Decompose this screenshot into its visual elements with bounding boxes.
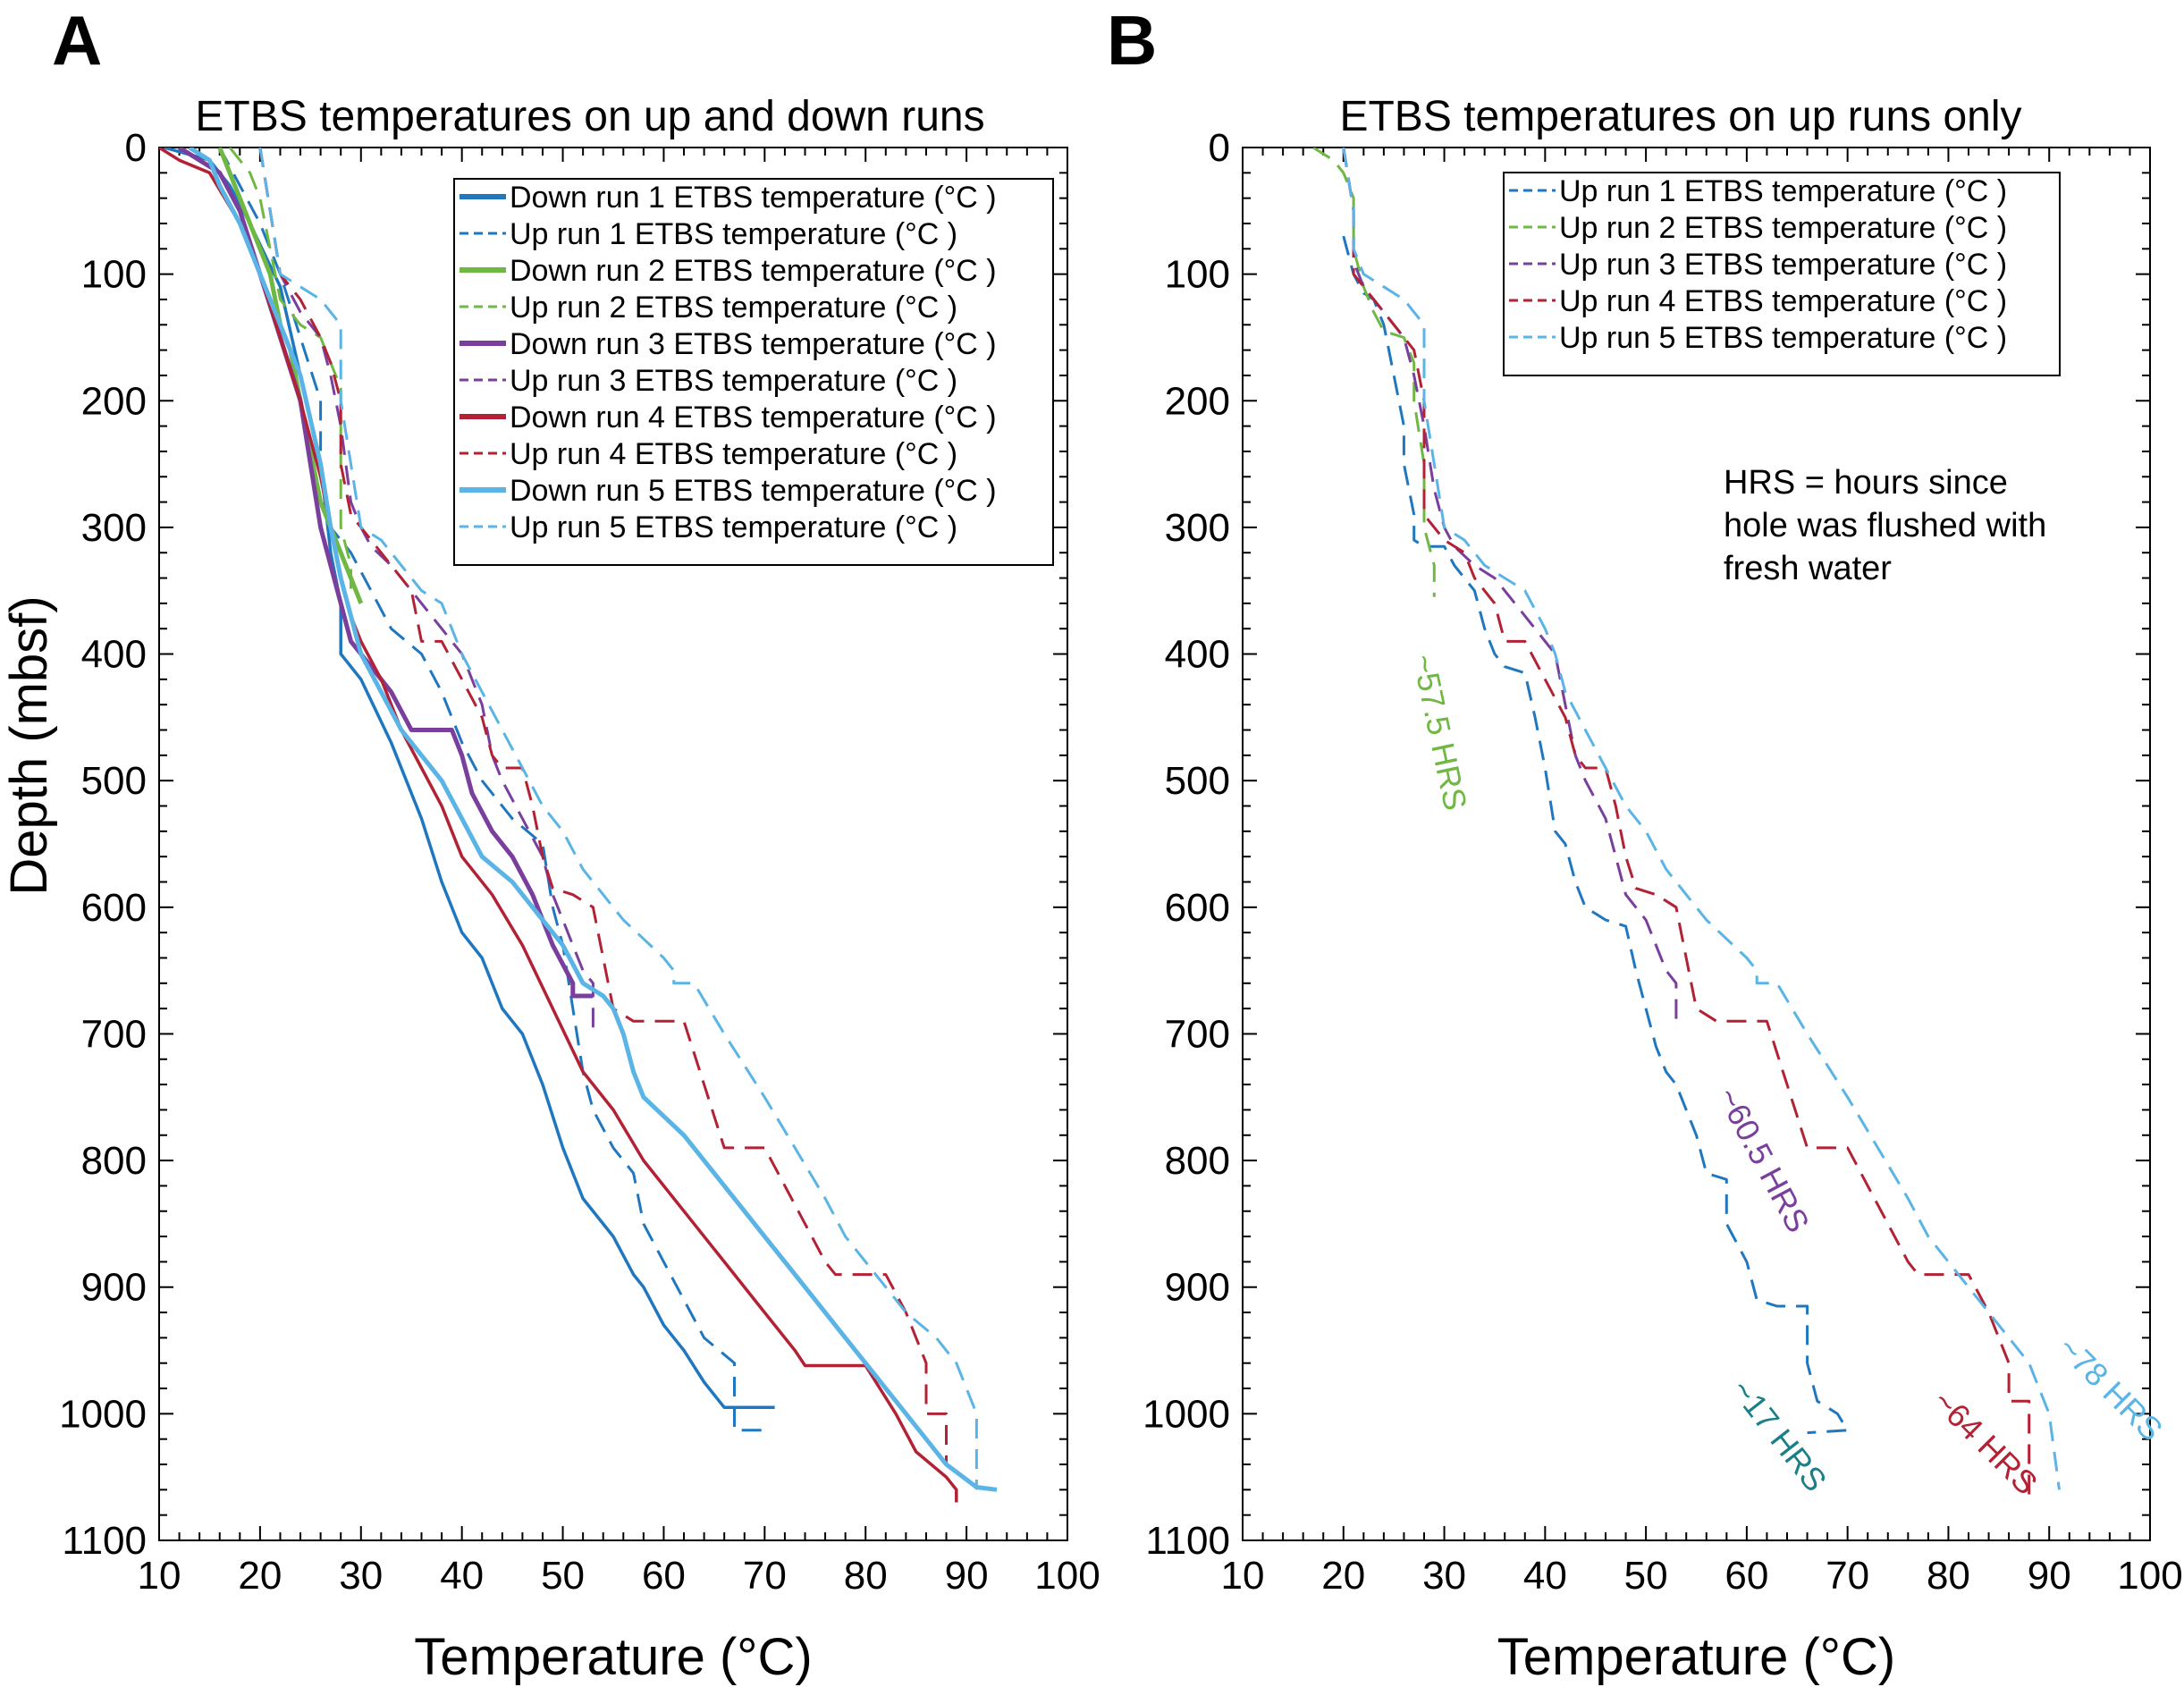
x-tick-label: 50 (541, 1554, 585, 1598)
panel-letter: B (1107, 1, 1157, 80)
y-tick-label: 100 (81, 253, 147, 297)
hrs-annotation: ~57.5 HRS (1405, 651, 1474, 814)
y-tick-label: 0 (125, 126, 147, 170)
y-tick-label: 400 (1165, 633, 1230, 677)
y-axis-label: Depth (mbsf) (0, 595, 58, 895)
x-tick-label: 50 (1624, 1554, 1668, 1598)
y-tick-label: 100 (1165, 253, 1230, 297)
y-tick-label: 200 (1165, 379, 1230, 423)
chart-panel-a: A ETBS temperatures on up and down runs 10… (0, 1, 1100, 1686)
legend-entry-label: Up run 5 ETBS temperature (°C ) (510, 510, 957, 544)
legend-entry-label: Up run 4 ETBS temperature (°C ) (510, 437, 957, 471)
y-tick-label: 500 (1165, 759, 1230, 803)
x-tick-label: 100 (1034, 1554, 1100, 1598)
chart-title: ETBS temperatures on up runs only (1339, 93, 2021, 140)
y-tick-label: 800 (81, 1139, 147, 1183)
x-tick-label: 70 (1826, 1554, 1869, 1598)
y-tick-label: 1000 (1143, 1392, 1230, 1436)
legend: Up run 1 ETBS temperature (°C )Up run 2 … (1503, 172, 2061, 376)
series-line-2 (1312, 148, 1436, 597)
series-line-4 (1342, 148, 2031, 1503)
legend-box (453, 178, 1054, 566)
hrs-annotation: ~17 HRS (1724, 1372, 1834, 1498)
x-tick-label: 40 (1523, 1554, 1567, 1598)
legend-entry-label: Up run 2 ETBS temperature (°C ) (510, 291, 957, 325)
legend-entry-label: Up run 1 ETBS temperature (°C ) (510, 217, 957, 251)
legend-entry-label: Up run 3 ETBS temperature (°C ) (510, 364, 957, 398)
series-line-8 (258, 148, 948, 1464)
panel-letter: A (52, 1, 102, 80)
legend-entry-label: Up run 3 ETBS temperature (°C ) (1559, 248, 2007, 282)
series-line-1 (164, 148, 775, 1410)
y-tick-label: 0 (1209, 126, 1230, 170)
y-tick-label: 700 (1165, 1012, 1230, 1056)
x-tick-label: 40 (440, 1554, 484, 1598)
hrs-note-line: fresh water (1724, 550, 1892, 587)
y-tick-label: 700 (81, 1012, 147, 1056)
legend-entry-label: Up run 5 ETBS temperature (°C ) (1559, 321, 2007, 355)
series-line-9 (188, 148, 998, 1492)
chart-panel-b: B ETBS temperatures on up runs only 10 20 30… (1107, 1, 2183, 1686)
legend-box (1503, 172, 2061, 376)
y-tick-label: 1000 (59, 1392, 147, 1436)
series-line-1 (1342, 235, 1850, 1435)
legend-entry-label: Up run 2 ETBS temperature (°C ) (1559, 211, 2007, 245)
legend-entry-label: Up run 1 ETBS temperature (°C ) (1559, 174, 2007, 208)
x-tick-label: 70 (743, 1554, 787, 1598)
y-tick-label: 500 (81, 759, 147, 803)
y-tick-label: 900 (1165, 1266, 1230, 1310)
y-tick-label: 800 (1165, 1139, 1230, 1183)
x-tick-label: 20 (1321, 1554, 1365, 1598)
legend-entry-label: Down run 1 ETBS temperature (°C ) (510, 181, 997, 215)
y-tick-label: 300 (1165, 506, 1230, 550)
legend-entry-label: Down run 3 ETBS temperature (°C ) (510, 327, 997, 361)
series-line-10 (258, 148, 978, 1490)
x-tick-label: 30 (1422, 1554, 1466, 1598)
y-tick-label: 900 (81, 1266, 147, 1310)
hrs-note-line: hole was flushed with (1724, 507, 2046, 544)
y-tick-label: 400 (81, 633, 147, 677)
legend-entry-label: Down run 4 ETBS temperature (°C ) (510, 401, 997, 434)
legend-entry-label: Down run 2 ETBS temperature (°C ) (510, 254, 997, 288)
y-tick-label: 300 (81, 506, 147, 550)
x-tick-label: 30 (339, 1554, 383, 1598)
x-tick-label: 80 (1927, 1554, 1970, 1598)
series-group (1312, 148, 2061, 1503)
hrs-note-line: HRS = hours since (1724, 464, 2008, 502)
plot-frame (1242, 147, 2151, 1541)
y-tick-label: 1100 (62, 1519, 147, 1563)
y-tick-label: 200 (81, 379, 147, 423)
series-line-5 (1342, 148, 2061, 1490)
x-tick-label: 60 (1724, 1554, 1768, 1598)
hrs-annotation: ~78 HRS (2051, 1329, 2170, 1448)
chart-title: ETBS temperatures on up and down runs (195, 93, 984, 140)
plot-frame (158, 147, 1068, 1541)
y-tick-label: 600 (1165, 886, 1230, 930)
y-tick-label: 600 (81, 886, 147, 930)
hrs-annotation: ~60.5 HRS (1710, 1082, 1817, 1239)
x-tick-label: 90 (2028, 1554, 2071, 1598)
legend-entry-label: Down run 5 ETBS temperature (°C ) (510, 474, 997, 508)
legend: Down run 1 ETBS temperature (°C )Up run … (453, 178, 1054, 566)
x-tick-label: 10 (138, 1554, 181, 1598)
legend-entry-label: Up run 4 ETBS temperature (°C ) (1559, 284, 2007, 318)
x-axis-label: Temperature (°C) (1497, 1628, 1895, 1686)
series-line-2 (218, 148, 765, 1432)
x-tick-label: 100 (2117, 1554, 2182, 1598)
x-axis-label: Temperature (°C) (414, 1628, 812, 1686)
series-line-7 (159, 148, 958, 1503)
y-tick-label: 1100 (1145, 1519, 1230, 1563)
x-tick-label: 20 (238, 1554, 282, 1598)
series-line-4 (228, 148, 352, 597)
x-tick-label: 80 (844, 1554, 888, 1598)
x-tick-label: 60 (642, 1554, 686, 1598)
x-tick-label: 90 (945, 1554, 989, 1598)
hrs-note: HRS = hours since hole was flushed with fr… (1724, 464, 2046, 587)
series-group (159, 148, 998, 1503)
x-tick-label: 10 (1221, 1554, 1265, 1598)
